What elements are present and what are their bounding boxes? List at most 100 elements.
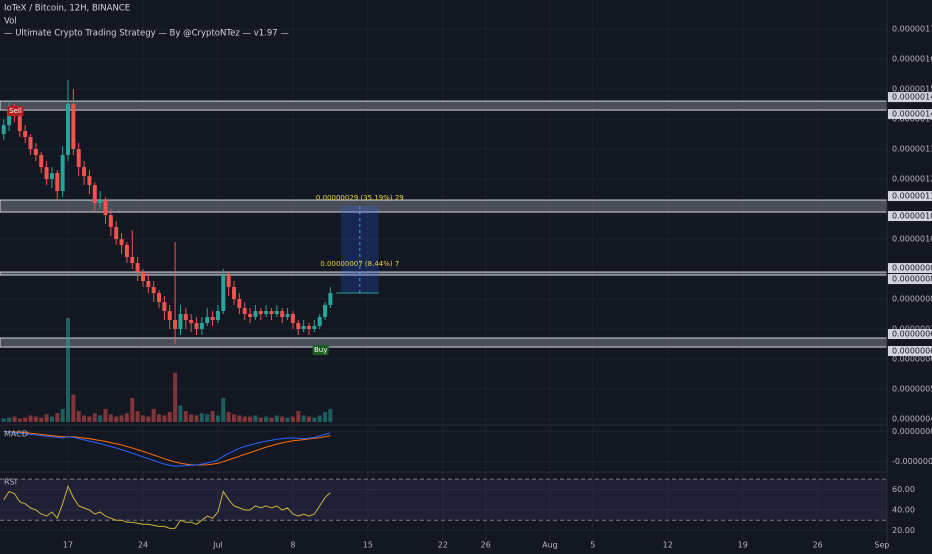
candle-body	[274, 311, 279, 315]
volume-bar	[296, 411, 301, 422]
y-tick-label: -0.00000010	[892, 457, 932, 466]
x-tick-label: 8	[290, 541, 295, 550]
signal-badge	[7, 106, 24, 117]
candle-body	[49, 173, 54, 180]
candle-body	[44, 167, 49, 180]
y-tick-label: 0.00000130	[892, 145, 932, 154]
candle-body	[290, 314, 295, 324]
candle-body	[226, 275, 231, 288]
volume-bar	[7, 417, 12, 422]
candle-body	[28, 137, 33, 150]
rsi-label: RSI	[4, 478, 17, 487]
y-tick-label: 0.00000120	[892, 175, 932, 184]
candle-body	[146, 281, 151, 288]
candle-body	[280, 311, 285, 318]
x-tick-label: 26	[813, 541, 823, 550]
y-tick-label: 0.00000150	[892, 85, 932, 94]
symbol-title: IoTeX / Bitcoin, 12H, BINANCE	[4, 4, 130, 14]
volume-bar	[183, 411, 188, 422]
y-tick-label: 60.00	[892, 485, 915, 494]
volume-bar	[98, 415, 103, 422]
candle-body	[39, 155, 44, 168]
candle-body	[157, 293, 162, 303]
volume-bar	[285, 417, 290, 422]
volume-bar	[23, 417, 28, 422]
volume-bar	[76, 411, 81, 422]
volume-bar	[157, 414, 162, 422]
volume-bar	[323, 412, 328, 422]
signal-badge	[312, 345, 329, 356]
x-tick-label: Jul	[212, 541, 223, 550]
volume-bar	[242, 416, 247, 422]
volume-bar	[258, 417, 263, 422]
volume-bar	[173, 372, 178, 422]
volume-bar	[248, 416, 253, 422]
volume-bar	[44, 414, 49, 422]
candle-body	[23, 131, 28, 138]
candle-body	[258, 311, 263, 315]
x-tick-label: 15	[363, 541, 373, 550]
volume-bar	[301, 415, 306, 422]
candle-body	[301, 326, 306, 330]
candle-body	[92, 185, 97, 204]
zone-price-tag	[888, 274, 932, 285]
measure-label: 0.00000007 (8.44%) 7	[320, 260, 399, 268]
volume-bar	[108, 414, 113, 422]
candle-body	[119, 239, 124, 246]
x-tick-label: 19	[738, 541, 748, 550]
volume-bar	[312, 417, 317, 422]
zone-price-label: 0.00000146	[892, 93, 932, 102]
zone-price-label: 0.00000067	[892, 330, 932, 339]
volume-bar	[71, 394, 76, 422]
y-tick-label: 0.00000040	[892, 415, 932, 424]
x-tick-label: 5	[590, 541, 595, 550]
candle-body	[33, 149, 38, 156]
x-tick-label: 24	[138, 541, 148, 550]
y-tick-label: 20.00	[892, 526, 915, 535]
volume-bar	[162, 415, 167, 422]
candle-body	[183, 314, 188, 321]
volume-bar	[306, 416, 311, 422]
zone-price-label: 0.00000113	[892, 192, 932, 201]
volume-bar	[135, 411, 140, 422]
candle-body	[76, 149, 81, 168]
candle-body	[17, 116, 22, 132]
rsi-line	[3, 485, 331, 529]
volume-bar	[66, 318, 70, 422]
volume-bar	[253, 415, 258, 422]
volume-bar	[328, 408, 333, 422]
macd-label: MACD	[4, 430, 28, 439]
candle-body	[55, 173, 60, 192]
volume-bar	[178, 405, 183, 422]
candle-body	[232, 287, 237, 300]
candle-body	[98, 200, 103, 204]
x-tick-label: Sep	[874, 541, 889, 550]
zone-price-tag	[888, 191, 932, 202]
volume-bar	[194, 415, 199, 422]
zone-price-label: 0.00000089	[892, 264, 932, 273]
candle-body	[124, 245, 129, 258]
candle-body	[66, 104, 70, 156]
candle-body	[237, 299, 242, 309]
signal-label: Sell	[9, 107, 22, 115]
x-tick-label: 17	[63, 541, 73, 550]
x-tick-label: 26	[481, 541, 491, 550]
y-tick-label: 0.00000160	[892, 55, 932, 64]
volume-bar	[151, 408, 156, 422]
candle-body	[269, 311, 274, 315]
volume-bar	[82, 415, 87, 422]
y-tick-label: 0.00000170	[892, 25, 932, 34]
candle-body	[82, 167, 87, 177]
volume-bar	[33, 416, 38, 422]
plot: Sell Buy 0.00000029 (35.19%) 29 0.00000007 …	[0, 80, 888, 529]
volume-bar	[226, 412, 231, 422]
candle-body	[114, 227, 119, 240]
zone-price-tag	[888, 329, 932, 340]
candle-body	[248, 314, 253, 318]
candle-body	[194, 323, 199, 330]
macd-line	[3, 430, 331, 467]
candle-body	[205, 317, 210, 324]
candle-body	[323, 305, 328, 318]
volume-bar	[317, 415, 322, 422]
volume-label: Vol	[4, 17, 17, 27]
